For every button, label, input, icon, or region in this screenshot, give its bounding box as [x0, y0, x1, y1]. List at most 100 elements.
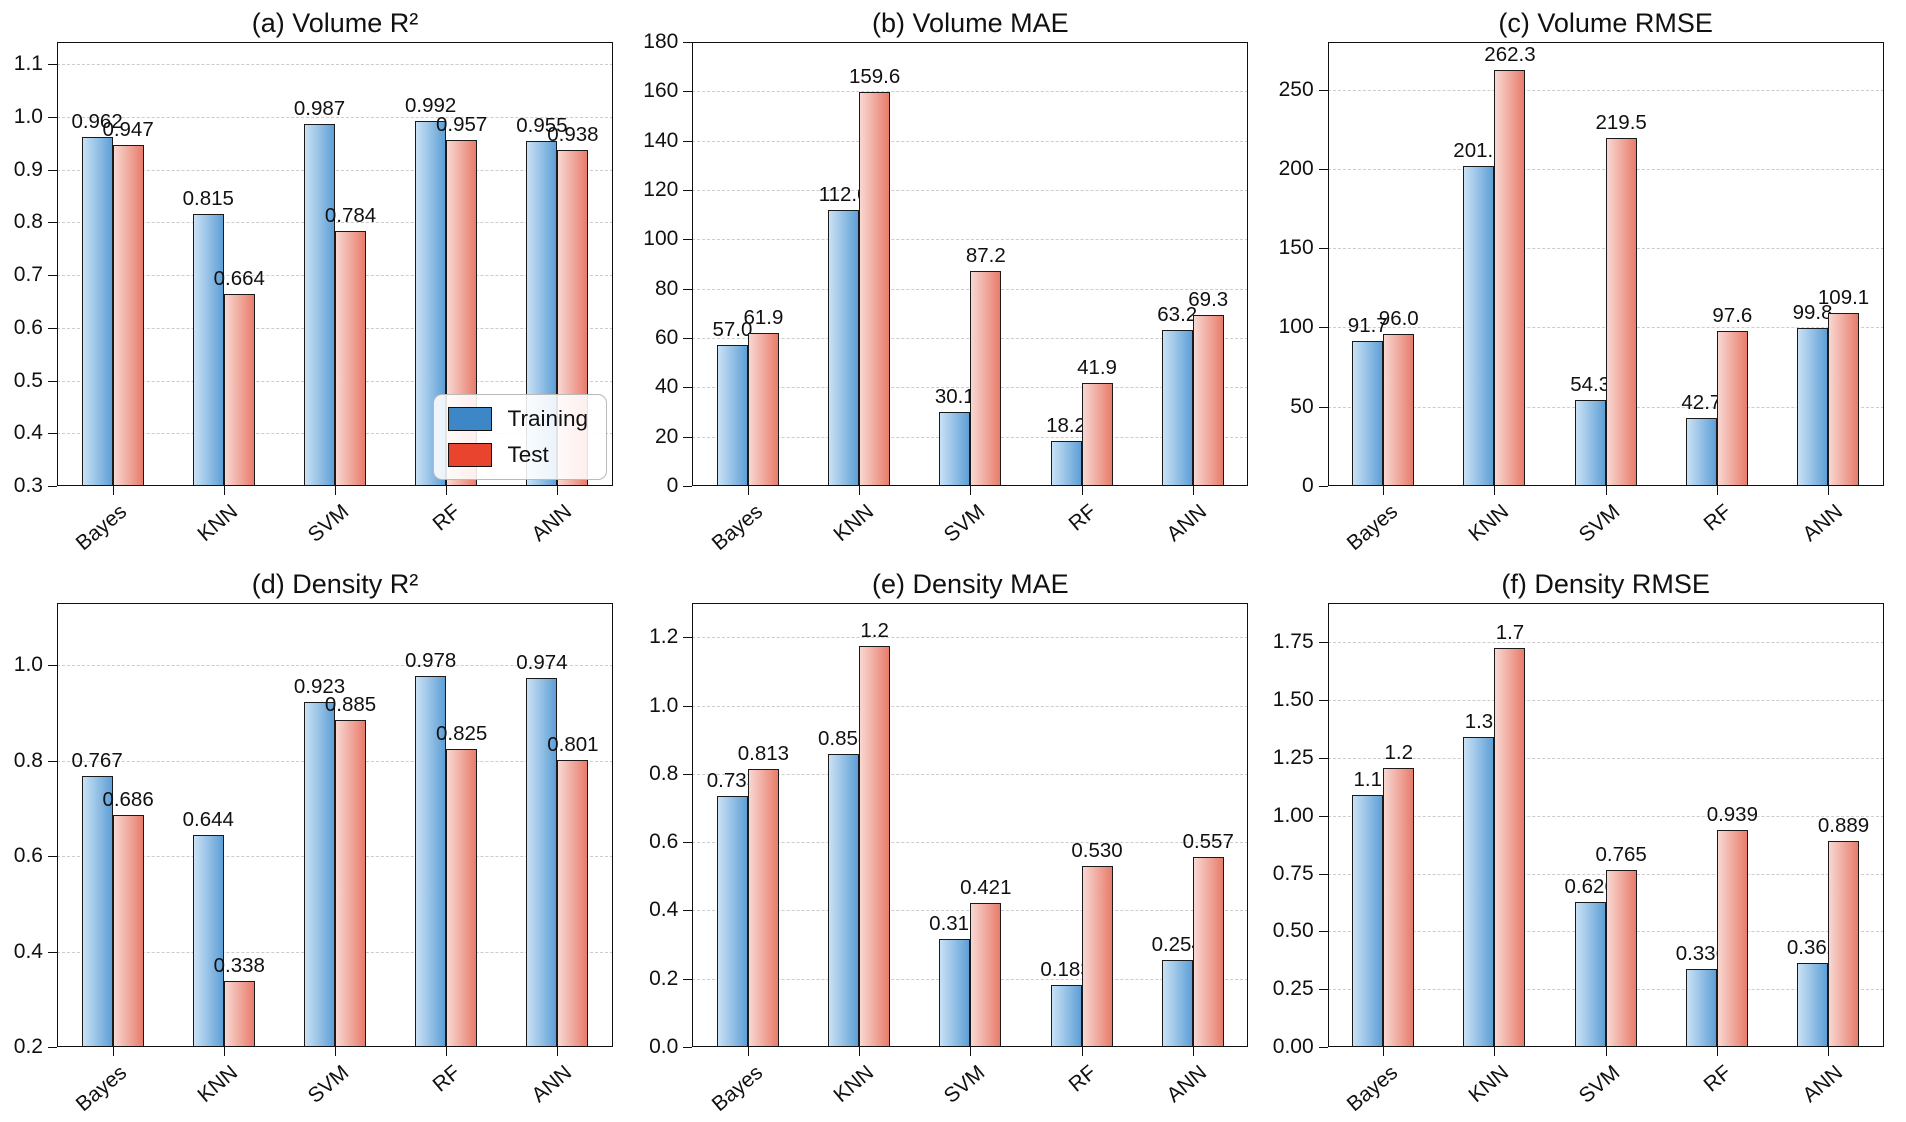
bar-training-knn	[828, 209, 860, 486]
bar-test-ann	[557, 760, 589, 1047]
y-tick	[683, 436, 693, 438]
x-category-label-svm: SVM	[939, 500, 990, 547]
bar-test-ann	[1192, 856, 1224, 1047]
x-tick	[970, 486, 972, 495]
bar-test-ann	[1192, 315, 1224, 486]
bar-test-knn	[859, 645, 891, 1047]
x-category-label-svm: SVM	[304, 1061, 354, 1108]
y-tick-label: 1.0	[13, 653, 43, 677]
bar-label-test-ann: 69.3	[1188, 288, 1229, 312]
x-category-label-bayes: Bayes	[71, 1061, 132, 1117]
y-tick-label: 100	[1278, 315, 1314, 339]
x-category-label-rf: RF	[1064, 1061, 1101, 1097]
x-tick	[335, 1047, 336, 1056]
y-tick-label: 0.9	[13, 157, 43, 181]
panel-a: (a) Volume R² 0.3 0.4 0.5 0.6 0.7 0.8 0.9 1.0 1.1…	[0, 0, 635, 561]
panel-f: (f) Density RMSE 0.00 0.25 0.50 0.75 1.00 1.25…	[1271, 561, 1906, 1122]
y-tick-label: 0.00	[1272, 1035, 1314, 1058]
bar-label-training-ann: 0.254	[1151, 933, 1203, 957]
y-tick	[48, 433, 57, 435]
y-tick	[48, 380, 57, 382]
x-category-label-rf: RF	[428, 1061, 465, 1097]
y-tick	[1318, 757, 1328, 759]
x-tick	[1716, 1047, 1718, 1056]
bar-test-ann	[1828, 313, 1860, 486]
y-tick	[1318, 642, 1328, 644]
bar-label-test-svm: 219.5	[1595, 110, 1647, 134]
y-tick-label: 0.2	[649, 966, 679, 990]
bar-label-training-svm: 54.3	[1570, 372, 1611, 396]
y-tick	[683, 978, 693, 980]
y-tick-label: 1.1	[13, 52, 43, 76]
x-category-label-rf: RF	[1064, 500, 1101, 536]
bar-test-knn	[859, 92, 891, 486]
x-category-label-bayes: Bayes	[707, 500, 767, 556]
y-tick-label: 0.50	[1272, 919, 1314, 943]
legend: Training Test	[432, 394, 607, 480]
x-category-label-rf: RF	[1699, 500, 1736, 536]
y-tick	[683, 42, 693, 43]
legend-item-test: Test	[447, 442, 588, 468]
x-tick	[335, 486, 336, 495]
y-tick	[1318, 931, 1328, 933]
bar-label-test-rf: 0.530	[1071, 839, 1123, 862]
gridline	[692, 773, 1249, 775]
y-tick-label: 120	[643, 178, 679, 201]
bar-label-test-rf: 41.9	[1077, 355, 1117, 379]
bar-label-training-ann: 0.362	[1786, 936, 1839, 960]
y-tick-label: 1.00	[1272, 803, 1314, 827]
bar-training-ann	[1797, 963, 1829, 1047]
y-tick-label: 1.75	[1272, 630, 1314, 654]
x-tick	[1494, 486, 1496, 495]
bar-test-svm	[1605, 137, 1637, 486]
bar-test-ann	[1828, 841, 1860, 1047]
x-tick	[557, 486, 559, 495]
axes-box	[57, 603, 613, 1047]
bar-label-training-ann: 0.974	[516, 650, 568, 674]
y-tick	[683, 842, 693, 844]
bar-test-knn	[223, 981, 255, 1047]
legend-label-test: Test	[507, 442, 549, 467]
gridline	[692, 190, 1249, 191]
y-tick	[683, 190, 693, 191]
x-category-label-ann: ANN	[527, 500, 577, 547]
bar-test-rf	[446, 748, 478, 1047]
panel-title-c: (c) Volume RMSE	[1498, 8, 1713, 38]
bar-training-knn	[192, 835, 224, 1047]
gridline	[1327, 642, 1884, 644]
bar-training-knn	[192, 214, 224, 486]
y-tick	[1318, 989, 1328, 991]
y-tick-label: 20	[654, 424, 679, 448]
y-tick	[48, 222, 57, 224]
y-tick-label: 0.75	[1272, 861, 1314, 885]
bar-training-bayes	[1352, 794, 1384, 1047]
bar-training-bayes	[81, 776, 113, 1047]
y-tick-label: 50	[1290, 394, 1314, 418]
bar-label-test-knn: 0.338	[213, 954, 265, 978]
bar-training-rf	[1050, 441, 1082, 486]
y-tick	[1318, 89, 1328, 91]
y-tick	[48, 275, 57, 277]
panel-e: (e) Density MAE 0.0 0.2 0.4 0.6 0.8 1.0 1.2 0.73…	[635, 561, 1270, 1122]
x-tick	[1828, 1047, 1830, 1056]
y-tick	[683, 140, 693, 142]
bar-label-training-rf: 0.978	[405, 648, 457, 672]
x-tick	[1081, 1047, 1083, 1056]
x-tick	[970, 1047, 972, 1056]
y-tick	[48, 327, 57, 329]
bar-test-svm	[335, 230, 366, 486]
x-tick	[1192, 1047, 1194, 1056]
bar-label-test-ann: 0.801	[547, 733, 599, 757]
y-tick-label: 0.7	[13, 263, 43, 287]
y-tick	[1318, 873, 1328, 875]
x-tick	[1192, 486, 1194, 495]
x-tick	[446, 1047, 448, 1056]
bar-training-rf	[415, 675, 447, 1047]
bar-training-knn	[1463, 166, 1495, 486]
y-tick	[1318, 248, 1328, 250]
y-tick-label: 0.4	[13, 939, 43, 963]
gridline	[692, 705, 1249, 707]
bar-test-bayes	[1383, 333, 1415, 486]
y-tick-label: 80	[654, 276, 679, 300]
x-tick	[1081, 486, 1083, 495]
